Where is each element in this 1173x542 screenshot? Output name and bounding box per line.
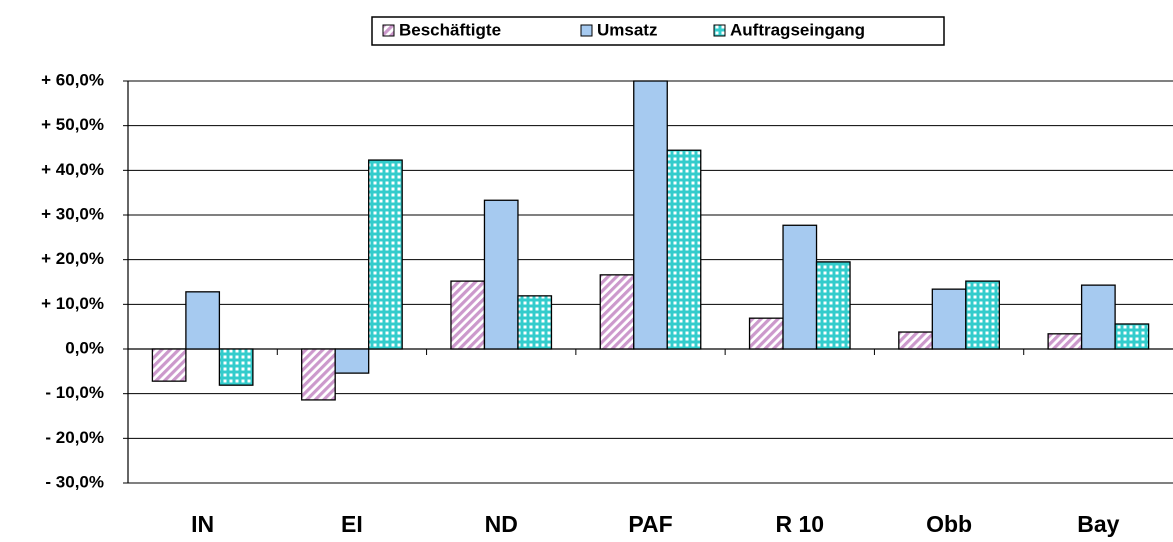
y-tick-label: + 50,0%: [41, 115, 104, 134]
x-tick-label: Obb: [926, 511, 972, 537]
legend-swatch: [713, 24, 726, 37]
y-tick-label: + 20,0%: [41, 249, 104, 268]
legend-box: [371, 16, 945, 46]
bar: [599, 274, 635, 350]
x-tick-label: ND: [485, 511, 518, 537]
bar: [1114, 323, 1150, 350]
bar: [931, 288, 967, 350]
y-tick-label: + 40,0%: [41, 160, 104, 179]
y-tick-label: - 30,0%: [45, 472, 104, 491]
y-tick-label: - 20,0%: [45, 428, 104, 447]
bar: [450, 280, 486, 350]
legend-label: Beschäftigte: [399, 20, 501, 39]
bar: [782, 224, 818, 350]
bar: [517, 295, 553, 350]
bar: [898, 331, 933, 350]
x-tick-label: R 10: [775, 511, 824, 537]
bar: [368, 159, 403, 350]
x-tick-label: Bay: [1077, 511, 1119, 537]
bar: [1080, 284, 1116, 350]
y-tick-label: - 10,0%: [45, 383, 104, 402]
bar: [334, 348, 370, 374]
legend-label: Auftragseingang: [730, 20, 865, 39]
bar: [483, 199, 519, 350]
y-tick-label: + 30,0%: [41, 204, 104, 223]
y-tick-label: + 10,0%: [41, 294, 104, 313]
legend-swatch: [580, 24, 593, 37]
bar: [633, 80, 668, 350]
x-tick-label: PAF: [628, 511, 672, 537]
bar: [1047, 333, 1083, 350]
bar: [218, 348, 254, 386]
y-tick-label: + 60,0%: [41, 70, 104, 89]
y-tick-label: 0,0%: [65, 338, 104, 357]
bar: [965, 280, 1000, 350]
bar: [748, 317, 784, 350]
x-tick-label: IN: [191, 511, 214, 537]
bar: [151, 348, 187, 382]
bar: [185, 291, 221, 350]
legend-label: Umsatz: [597, 20, 657, 39]
bar: [301, 348, 336, 401]
legend-swatch: [382, 24, 395, 37]
x-tick-label: EI: [341, 511, 363, 537]
bar: [815, 261, 851, 350]
bar: [666, 149, 702, 350]
